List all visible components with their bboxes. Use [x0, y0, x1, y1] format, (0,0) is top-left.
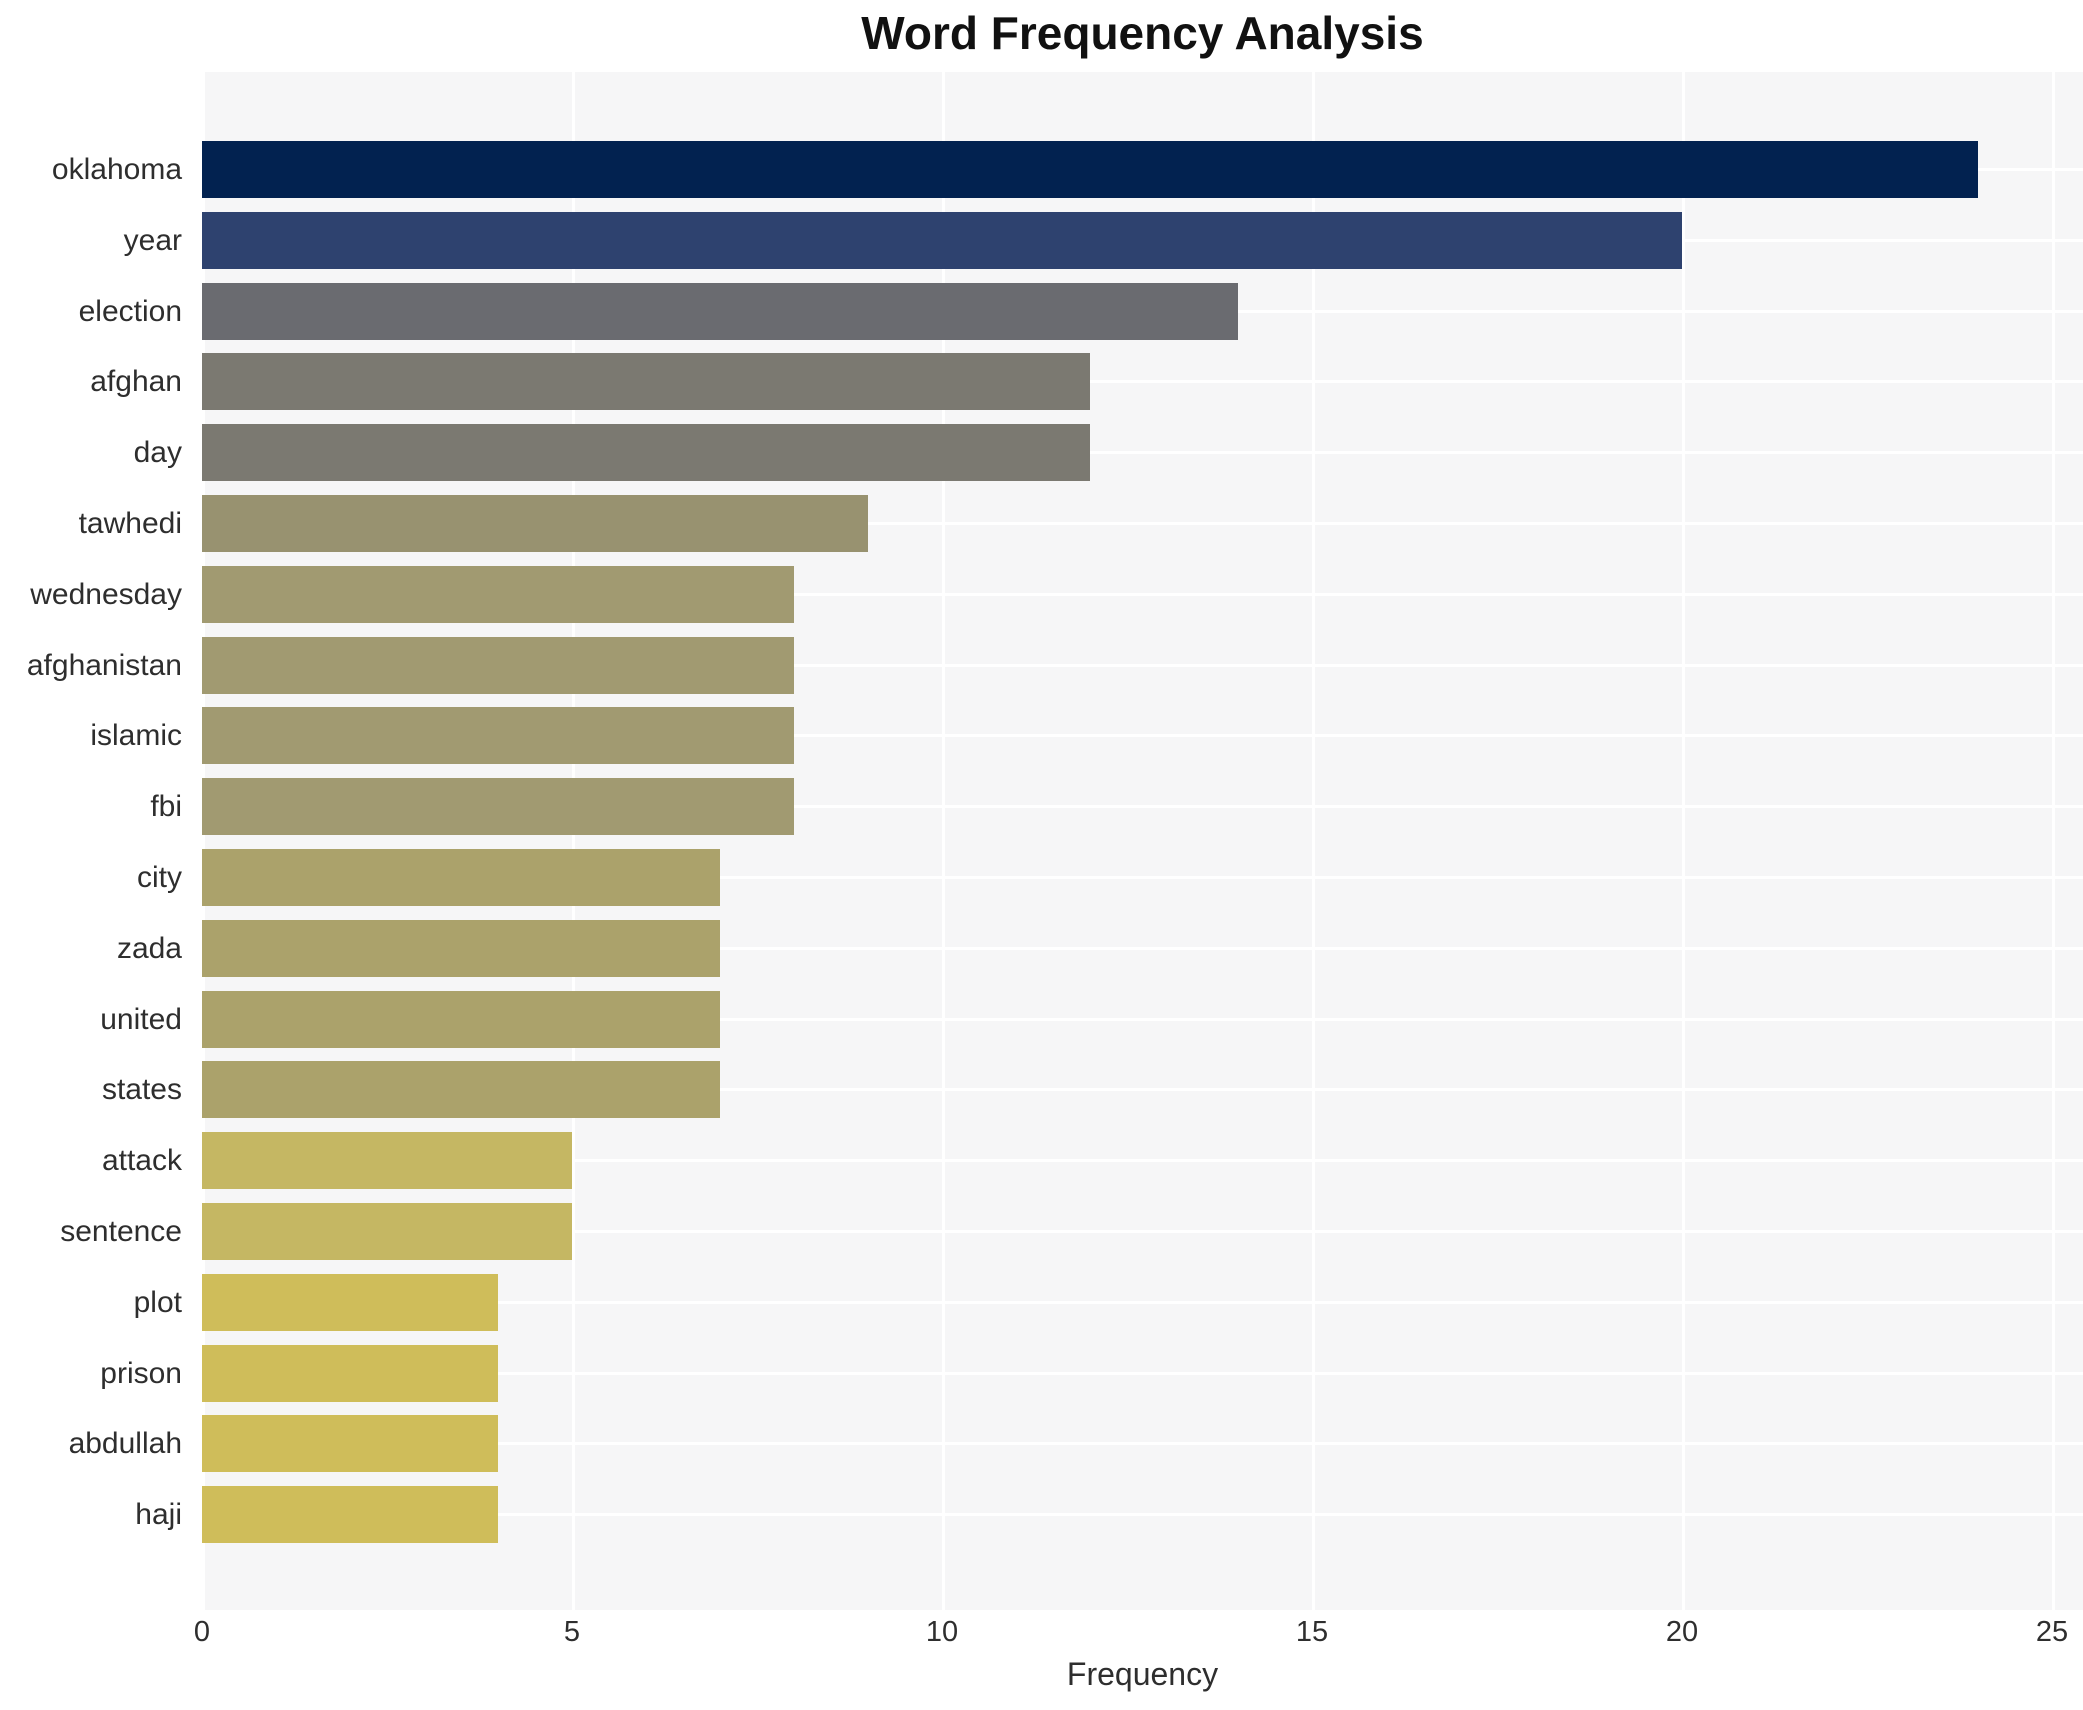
gridline-horizontal	[202, 1442, 2083, 1446]
bar-states	[202, 1061, 720, 1119]
y-label-day: day	[133, 436, 182, 470]
gridline-vertical-5	[572, 72, 575, 1610]
gridline-horizontal	[202, 946, 2083, 950]
bar-haji	[202, 1486, 498, 1544]
y-label-abdullah: abdullah	[68, 1427, 182, 1461]
bar-year	[202, 211, 1682, 269]
x-tick-5: 5	[563, 1616, 581, 1648]
gridline-horizontal	[202, 1017, 2083, 1021]
y-label-states: states	[101, 1073, 182, 1107]
x-tick-10: 10	[925, 1616, 959, 1648]
gridline-horizontal	[202, 1371, 2083, 1375]
bar-zada	[202, 919, 720, 977]
y-label-attack: attack	[101, 1144, 182, 1178]
gridline-horizontal	[202, 663, 2083, 667]
x-axis-label: Frequency	[1066, 1656, 1219, 1692]
x-tick-25: 25	[2035, 1616, 2069, 1648]
gridline-horizontal	[202, 1230, 2083, 1233]
bar-afghan	[202, 353, 1090, 411]
y-label-year: year	[123, 223, 182, 257]
bar-sentence	[202, 1203, 572, 1260]
y-axis-category-labels: oklahoma year election afghan day tawhedi wedn…	[0, 72, 192, 1610]
gridline-horizontal	[202, 451, 2083, 455]
gridline-horizontal	[202, 734, 2083, 738]
bar-oklahoma	[202, 141, 1978, 198]
bar-afghanistan	[202, 636, 794, 694]
y-label-united: united	[100, 1002, 182, 1036]
gridline-vertical-20	[1682, 72, 1685, 1610]
gridline-vertical-10	[942, 72, 945, 1610]
gridline-horizontal	[202, 805, 2083, 809]
bar-prison	[202, 1344, 498, 1402]
gridline-horizontal	[202, 1088, 2083, 1092]
y-label-plot: plot	[133, 1285, 182, 1319]
y-label-fbi: fbi	[150, 790, 182, 824]
x-tick-20: 20	[1665, 1616, 1699, 1648]
bar-tawhedi	[202, 495, 868, 552]
y-label-city: city	[137, 861, 182, 894]
gridline-horizontal	[202, 1300, 2083, 1304]
x-axis-tick-labels: 0 5 10 15 20 25	[0, 1616, 2083, 1656]
y-label-haji: haji	[135, 1498, 182, 1532]
bar-plot	[202, 1273, 498, 1331]
y-label-zada: zada	[116, 931, 182, 965]
bar-city	[202, 849, 720, 906]
gridline-horizontal	[202, 1159, 2083, 1163]
y-label-sentence: sentence	[60, 1215, 182, 1248]
y-label-wednesday: wednesday	[30, 577, 182, 611]
gridline-horizontal	[202, 522, 2083, 525]
gridline-vertical-0	[202, 72, 205, 1610]
y-label-tawhedi: tawhedi	[78, 507, 182, 540]
bar-abdullah	[202, 1415, 498, 1473]
bar-islamic	[202, 707, 794, 765]
gridline-horizontal	[202, 592, 2083, 596]
y-label-election: election	[78, 294, 182, 328]
y-label-oklahoma: oklahoma	[51, 153, 182, 186]
plot-area	[202, 72, 2083, 1610]
y-label-islamic: islamic	[90, 719, 182, 753]
gridline-vertical-25	[2052, 72, 2055, 1610]
y-label-afghan: afghan	[90, 365, 182, 399]
y-label-prison: prison	[100, 1356, 182, 1390]
x-tick-0: 0	[193, 1616, 211, 1648]
gridline-horizontal	[202, 876, 2083, 879]
bar-day	[202, 424, 1090, 482]
x-tick-15: 15	[1295, 1616, 1329, 1648]
bar-united	[202, 990, 720, 1048]
y-label-afghanistan: afghanistan	[26, 648, 182, 682]
bar-election	[202, 282, 1238, 340]
bar-attack	[202, 1132, 572, 1190]
gridline-horizontal	[202, 1513, 2083, 1517]
bar-wednesday	[202, 565, 794, 623]
bar-fbi	[202, 778, 794, 836]
gridline-vertical-15	[1312, 72, 1315, 1610]
gridline-horizontal	[202, 380, 2083, 384]
chart-title: Word Frequency Analysis	[861, 7, 1424, 59]
